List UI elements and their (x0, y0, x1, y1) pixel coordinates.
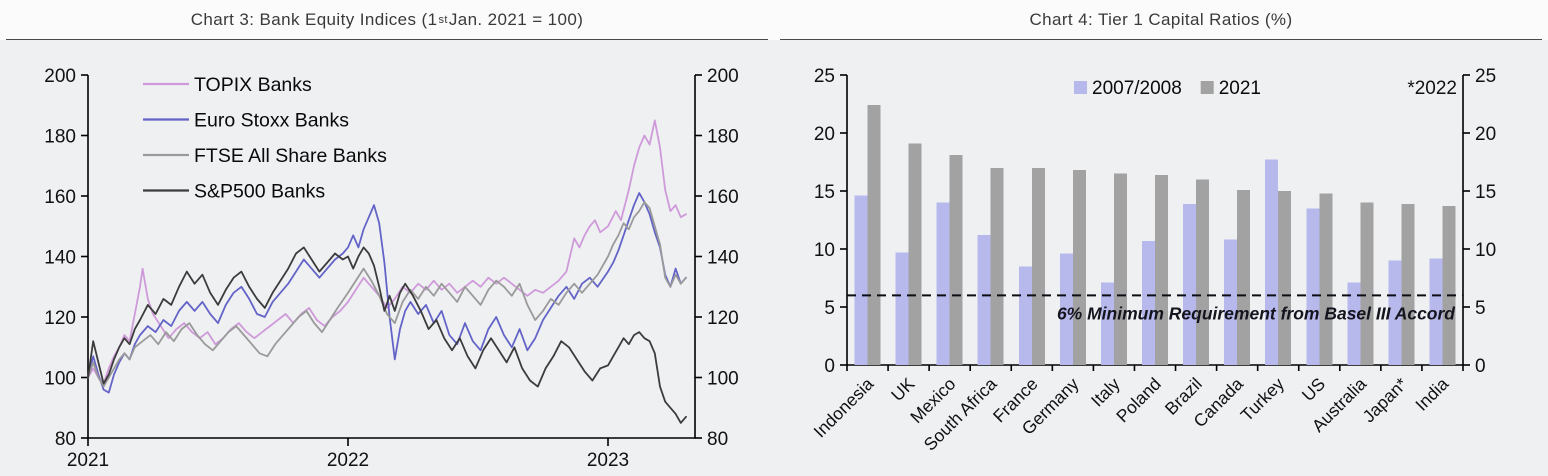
y-axis-label-right: 80 (707, 429, 728, 450)
y-axis-label-right: 0 (1475, 356, 1486, 377)
bar-france-2021 (1031, 167, 1045, 365)
bar-mexico-2007-2008 (936, 202, 950, 365)
bar-germany-2007-2008 (1059, 253, 1073, 365)
bar-australia-2021 (1360, 202, 1374, 365)
bar-italy-2021 (1113, 173, 1127, 365)
y-axis-label-left: 80 (55, 429, 76, 450)
legend-swatch-2007-2008 (1074, 81, 1087, 94)
bar-south-africa-2021 (990, 167, 1004, 365)
category-label-indonesia: Indonesia (810, 374, 878, 442)
bar-brazil-2007-2008 (1183, 203, 1197, 365)
bar-japan-2021 (1401, 203, 1415, 365)
x-axis-label: 2023 (587, 450, 629, 471)
series-line-ftse-all-share-banks (87, 201, 687, 388)
y-axis-label-left: 160 (44, 187, 76, 208)
chart3-title: Chart 3: Bank Equity Indices (1 st Jan. 2… (6, 0, 768, 40)
note-2022: *2022 (1407, 78, 1457, 99)
bar-india-2007-2008 (1429, 258, 1443, 365)
category-label-japan: Japan* (1359, 374, 1412, 427)
bar-south-africa-2007-2008 (977, 235, 991, 365)
y-axis-label-right: 200 (707, 66, 739, 87)
series-line-s-p500-banks (87, 246, 687, 424)
y-axis-label-left: 20 (814, 124, 835, 145)
y-axis-label-left: 180 (44, 127, 76, 148)
bar-uk-2021 (908, 143, 922, 365)
bar-india-2021 (1442, 206, 1456, 365)
bar-canada-2007-2008 (1224, 239, 1238, 365)
y-axis-label-right: 140 (707, 248, 739, 269)
bar-indonesia-2007-2008 (854, 195, 868, 365)
bar-brazil-2021 (1196, 179, 1210, 365)
chart3-title-suffix: Jan. 2021 = 100) (448, 9, 584, 29)
bar-france-2007-2008 (1018, 266, 1032, 365)
bar-poland-2021 (1155, 174, 1168, 365)
chart3-axes (87, 75, 696, 439)
chart4-title: Chart 4: Tier 1 Capital Ratios (%) (780, 0, 1542, 40)
legend-label-2007-2008: 2007/2008 (1092, 78, 1182, 99)
bar-us-2007-2008 (1306, 208, 1320, 365)
bar-uk-2007-2008 (895, 252, 909, 365)
bar-turkey-2007-2008 (1265, 159, 1279, 365)
reference-line-label: 6% Minimum Requirement from Basel III Ac… (1057, 303, 1455, 323)
legend-label-s-p500-banks: S&P500 Banks (194, 181, 325, 203)
category-label-us: US (1298, 374, 1329, 405)
bar-italy-2007-2008 (1100, 282, 1114, 365)
bar-canada-2021 (1237, 189, 1251, 365)
bar-japan-2007-2008 (1388, 260, 1402, 365)
chart3-title-prefix: Chart 3: Bank Equity Indices (1 (190, 9, 438, 29)
x-axis-label: 2022 (327, 450, 369, 471)
y-axis-label-left: 200 (44, 66, 76, 87)
category-label-poland: Poland (1112, 374, 1165, 427)
y-axis-label-left: 100 (44, 369, 76, 390)
y-axis-label-right: 25 (1475, 66, 1496, 87)
y-axis-label-left: 10 (814, 240, 835, 261)
chart4-title-text: Chart 4: Tier 1 Capital Ratios (%) (1029, 9, 1293, 29)
y-axis-label-right: 100 (707, 369, 739, 390)
y-axis-label-left: 120 (44, 308, 76, 329)
legend-label-euro-stoxx-banks: Euro Stoxx Banks (194, 110, 349, 132)
y-axis-label-right: 15 (1475, 182, 1496, 203)
y-axis-label-left: 15 (814, 182, 835, 203)
bar-australia-2007-2008 (1347, 282, 1361, 365)
bank-equity-indices-line-chart: 80 80 100 100 120 120 140 140 160 160 180 180 200 200… (44, 66, 739, 471)
bar-germany-2021 (1072, 170, 1086, 365)
bar-us-2021 (1319, 193, 1333, 365)
y-axis-label-right: 160 (707, 187, 739, 208)
bar-turkey-2021 (1278, 191, 1292, 365)
y-axis-label-left: 140 (44, 248, 76, 269)
bar-mexico-2021 (949, 155, 963, 365)
y-axis-label-left: 5 (824, 298, 835, 319)
x-axis-label: 2021 (67, 450, 109, 471)
category-label-india: India (1411, 374, 1452, 415)
category-label-turkey: Turkey (1237, 374, 1289, 426)
titles-row: Chart 3: Bank Equity Indices (1 st Jan. 2… (0, 0, 1548, 40)
series-line-topix-banks (87, 119, 687, 385)
legend-swatch-2021 (1200, 81, 1214, 94)
legend-label-topix-banks: TOPIX Banks (194, 74, 312, 96)
legend-label-ftse-all-share-banks: FTSE All Share Banks (194, 145, 387, 167)
y-axis-label-left: 25 (814, 66, 835, 87)
charts-row: 80 80 100 100 120 120 140 140 160 160 180 180 200 200… (0, 40, 1548, 476)
bar-indonesia-2021 (867, 105, 881, 365)
y-axis-label-left: 0 (824, 356, 835, 377)
y-axis-label-right: 20 (1475, 124, 1496, 145)
series-line-euro-stoxx-banks (87, 192, 687, 394)
y-axis-label-right: 180 (707, 127, 739, 148)
category-label-uk: UK (887, 373, 919, 405)
y-axis-label-right: 120 (707, 308, 739, 329)
y-axis-label-right: 5 (1475, 298, 1486, 319)
y-axis-label-right: 10 (1475, 240, 1496, 261)
bar-poland-2007-2008 (1142, 240, 1155, 365)
legend-label-2021: 2021 (1219, 78, 1261, 99)
